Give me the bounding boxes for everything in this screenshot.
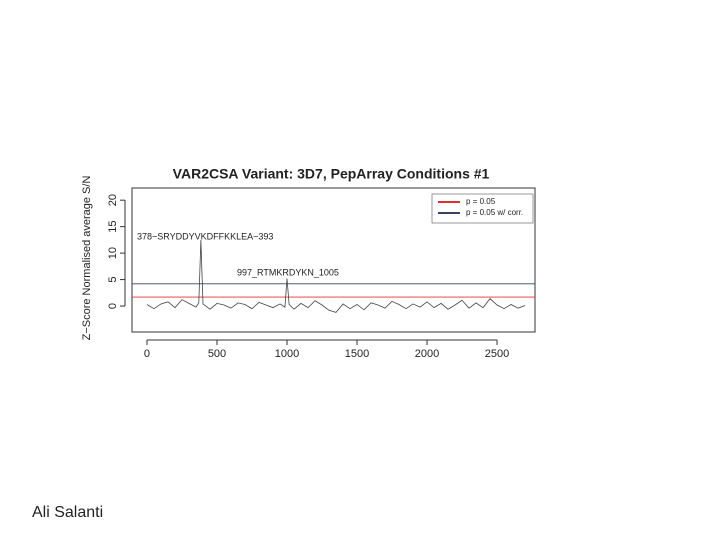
legend-box [431,193,534,224]
annotation: 997_RTMKRDYKN_1005 [237,267,339,277]
x-tick-label: 0 [144,348,150,360]
plot-frame [131,187,536,333]
y-tick-label: 20 [107,194,119,206]
annotation: 378−SRYDDYVKDFFKKLEA−393 [137,231,273,241]
x-tick-label: 500 [208,348,226,360]
y-tick-label: 10 [107,247,119,259]
footer: Ali Salanti [32,504,103,521]
x-tick-label: 1500 [345,348,369,360]
x-tick-label: 1000 [275,348,299,360]
chart-title: VAR2CSA Variant: 3D7, PepArray Condition… [173,166,490,182]
legend-label: p = 0.05 [466,197,496,206]
data-line [146,239,526,313]
x-tick-label: 2000 [415,348,439,360]
y-tick-label: 0 [107,303,119,309]
x-tick-label: 2500 [485,348,509,360]
y-tick-label: 5 [107,277,119,283]
y-axis-label: Z−Score Normalised average S/N [81,176,93,341]
y-tick-label: 15 [107,221,119,233]
legend-label: p = 0.05 w/ corr. [466,208,523,217]
